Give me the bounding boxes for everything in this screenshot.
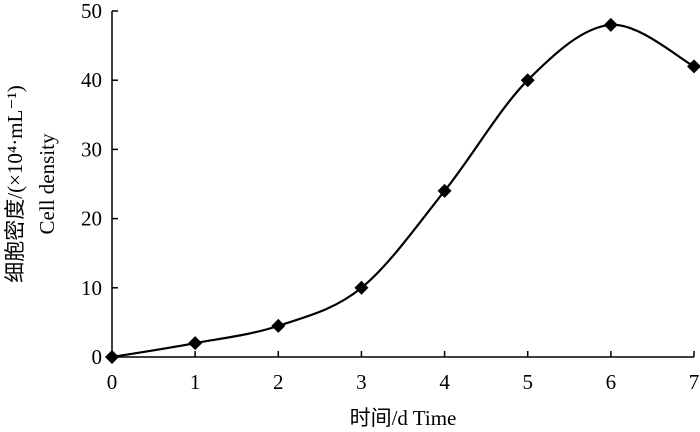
axes	[111, 11, 694, 358]
y-tick-label: 10	[81, 276, 102, 300]
x-tick-label: 3	[356, 370, 367, 394]
data-point	[520, 73, 535, 88]
x-tick-label: 2	[273, 370, 284, 394]
y-tick-label: 20	[81, 207, 102, 231]
data-point	[271, 318, 286, 333]
x-axis-title: 时间/d Time	[350, 406, 457, 430]
y-ticks: 0 10 20 30 40 50	[81, 0, 118, 369]
x-tick-label: 7	[689, 370, 700, 394]
x-tick-label: 6	[606, 370, 617, 394]
series-markers	[105, 17, 700, 364]
y-tick-label: 50	[81, 0, 102, 23]
data-point	[354, 280, 369, 295]
series-line	[111, 23, 695, 359]
x-tick-label: 5	[522, 370, 533, 394]
y-tick-label: 40	[81, 68, 102, 92]
data-point	[687, 59, 700, 74]
y-tick-label: 0	[92, 345, 103, 369]
y-tick-label: 30	[81, 137, 102, 161]
data-point	[437, 183, 452, 198]
x-tick-label: 0	[107, 370, 118, 394]
x-tick-label: 4	[439, 370, 450, 394]
x-tick-label: 1	[190, 370, 201, 394]
data-point	[603, 17, 618, 32]
x-ticks: 0 1 2 3 4 5 6 7	[107, 351, 700, 394]
data-point	[188, 336, 203, 351]
y-axis-title-line2: Cell density	[35, 133, 59, 234]
data-point	[105, 350, 119, 364]
y-axis-title-line1: 细胞密度/(×10⁴·mL⁻¹)	[3, 85, 27, 283]
